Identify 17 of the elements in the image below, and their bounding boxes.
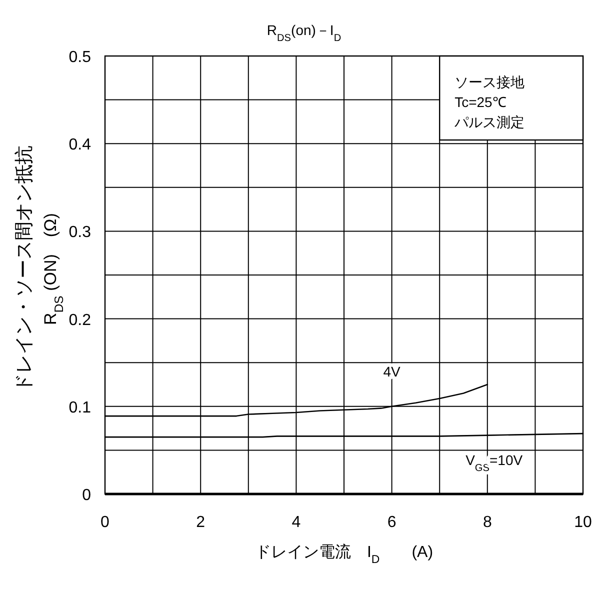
- x-axis-title: ドレイン電流 I$_{D}$ (A): [254, 544, 434, 566]
- x-tick-label: 10: [574, 514, 592, 531]
- x-tick-label: 6: [387, 514, 396, 531]
- x-tick-label: 0: [100, 514, 110, 531]
- x-tick-label: 8: [482, 514, 492, 531]
- x-tick-label: 4: [292, 514, 301, 531]
- y-tick-label: 0.1: [68, 399, 91, 416]
- annotation: ソース接地: [454, 74, 525, 90]
- x-tick-label: 2: [196, 514, 206, 531]
- chart-title: R$_{DS}$(on)－I$_{D}$: [266, 22, 342, 44]
- y-tick-label: 0.5: [68, 49, 91, 66]
- annotation: Tc=25℃: [454, 94, 506, 110]
- y-tick-label: 0: [82, 487, 91, 504]
- y-tick-label: 0.3: [68, 224, 91, 242]
- annotation: パルス測定: [454, 114, 525, 130]
- y-tick-label: 0.4: [68, 136, 91, 154]
- y-tick-label: 0.2: [68, 312, 91, 329]
